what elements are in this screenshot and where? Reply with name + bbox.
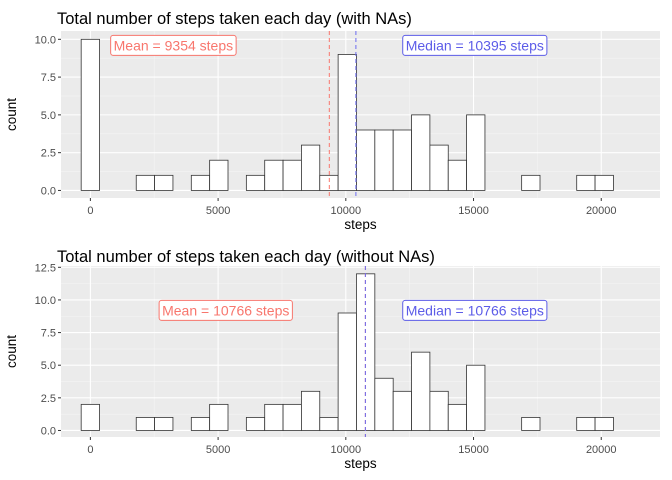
- x-axis-label: steps: [344, 456, 377, 471]
- histogram-bar: [521, 174, 541, 191]
- x-tick-label: 10000: [331, 444, 362, 456]
- y-tick-label: 7.5: [41, 72, 56, 84]
- histogram-bar: [135, 174, 155, 191]
- histogram-bar: [374, 377, 394, 431]
- histogram-bar: [392, 129, 412, 191]
- histogram-bar: [411, 114, 431, 191]
- histogram-bar: [209, 403, 229, 431]
- y-tick-label: 2.5: [41, 148, 56, 160]
- x-tick-label: 10000: [331, 205, 362, 217]
- mean-annotation: Mean = 9354 steps: [114, 37, 233, 53]
- x-axis-label: steps: [344, 217, 377, 232]
- histogram-bar: [301, 390, 321, 431]
- chart-panel-2: Mean = 10766 steps Median = 10766 steps 0 5…: [4, 248, 660, 471]
- y-tick-label: 5.0: [41, 110, 56, 122]
- histogram-bar: [209, 159, 229, 191]
- annotation-box: [110, 34, 237, 56]
- median-annotation: Median = 10766 steps: [406, 302, 544, 318]
- x-tick-label: 0: [87, 444, 93, 456]
- histogram-bar: [282, 159, 302, 191]
- histogram-bar: [576, 174, 596, 191]
- histogram-bar: [447, 403, 467, 431]
- histogram-bar: [337, 54, 357, 191]
- median-annotation: Median = 10395 steps: [406, 37, 544, 53]
- mean-annotation: Mean = 10766 steps: [162, 302, 289, 318]
- histogram-bar: [392, 390, 412, 431]
- histogram-bar: [429, 390, 449, 431]
- y-tick-label: 12.5: [35, 262, 56, 274]
- y-tick-label: 5.0: [41, 360, 56, 372]
- histogram-bar: [319, 417, 339, 431]
- x-tick-label: 15000: [458, 205, 489, 217]
- histogram-bar: [135, 417, 155, 431]
- histogram-bar: [447, 159, 467, 191]
- histogram-bar: [374, 129, 394, 191]
- histogram-bar: [80, 38, 100, 191]
- histogram-bar: [154, 417, 174, 431]
- x-tick-label: 5000: [206, 444, 230, 456]
- y-axis-label: count: [4, 98, 19, 131]
- histogram-bar: [521, 417, 541, 431]
- y-axis-label: count: [4, 335, 19, 368]
- x-tick-label: 15000: [458, 444, 489, 456]
- histogram-bar: [576, 417, 596, 431]
- y-tick-label: 10.0: [35, 34, 56, 46]
- y-tick-label: 0.0: [41, 185, 56, 197]
- annotation-box: [158, 299, 293, 321]
- histogram-bar: [190, 417, 211, 431]
- histogram-bar: [429, 144, 449, 191]
- x-tick-label: 20000: [586, 205, 617, 217]
- x-tick-label: 20000: [586, 444, 617, 456]
- y-tick-label: 10.0: [35, 295, 56, 307]
- histogram-bar: [466, 364, 486, 431]
- x-tick-label: 0: [87, 205, 93, 217]
- histogram-bar: [466, 114, 486, 191]
- histogram-bar: [154, 174, 174, 191]
- histogram-bar: [245, 417, 266, 431]
- histogram-bar: [337, 312, 357, 431]
- y-tick-label: 0.0: [41, 425, 56, 437]
- annotation-box: [402, 299, 548, 321]
- histogram-bar: [301, 144, 321, 191]
- x-tick-label: 5000: [206, 205, 230, 217]
- y-tick-label: 7.5: [41, 328, 56, 340]
- histogram-bar: [356, 129, 376, 191]
- chart-panel-1: Mean = 9354 steps Median = 10395 steps 0 50…: [4, 10, 660, 232]
- chart-title: Total number of steps taken each day (wi…: [57, 248, 435, 266]
- histogram-bar: [411, 351, 431, 431]
- histogram-bar: [190, 174, 211, 191]
- histogram-bar: [264, 159, 284, 191]
- chart-title: Total number of steps taken each day (wi…: [57, 10, 412, 28]
- histogram-bar: [245, 174, 266, 191]
- histogram-bar: [594, 417, 614, 431]
- histogram-bar: [282, 403, 302, 431]
- annotation-box: [402, 34, 548, 56]
- histogram-bar: [594, 174, 614, 191]
- histogram-bar: [264, 403, 284, 431]
- y-tick-label: 2.5: [41, 393, 56, 405]
- histogram-bar: [80, 403, 100, 431]
